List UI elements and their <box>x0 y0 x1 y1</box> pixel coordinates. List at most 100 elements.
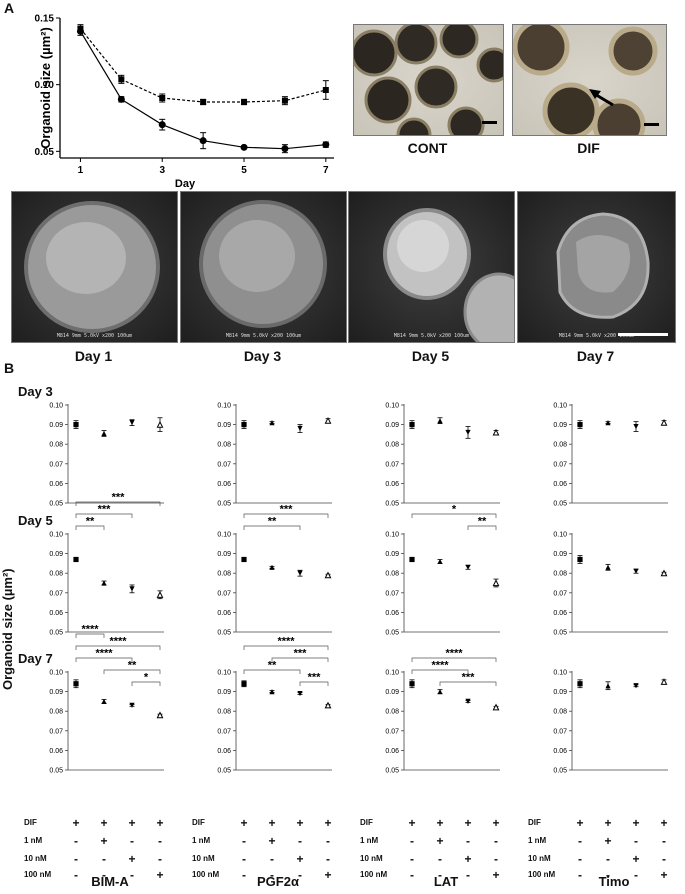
condition-sign: + <box>660 816 668 830</box>
data-point <box>409 681 415 687</box>
y-tick-label: 0.10 <box>217 532 231 539</box>
y-tick-label: 0.07 <box>49 590 63 597</box>
condition-sign: + <box>268 834 276 848</box>
data-point <box>409 422 415 428</box>
data-point <box>159 95 166 101</box>
data-point <box>76 27 84 35</box>
data-point <box>322 141 330 149</box>
significance-bracket <box>411 513 497 518</box>
condition-sign: + <box>632 852 640 866</box>
condition-sign: - <box>298 834 302 848</box>
condition-sign: - <box>662 834 666 848</box>
y-tick-label: 0.09 <box>49 422 63 429</box>
day7-title: Day 7 <box>18 651 53 666</box>
condition-sign: + <box>464 816 472 830</box>
sem-day5-photo: M814 9mm 5.0kV x200 100um <box>348 191 515 343</box>
condition-sign: - <box>438 852 442 866</box>
condition-sign: + <box>408 816 416 830</box>
series-line-1 <box>79 31 326 150</box>
condition-sign: - <box>438 868 442 882</box>
y-tick-label: 0.05 <box>49 630 63 637</box>
data-point <box>492 579 500 587</box>
condition-sign: + <box>324 868 332 882</box>
y-tick-label: 0.10 <box>553 670 567 677</box>
condition-label: 10 nM <box>192 854 215 863</box>
data-point <box>199 137 207 145</box>
significance-label: * <box>452 504 457 516</box>
sem-metadata: M814 9mm 5.0kV x200 100um <box>225 333 302 339</box>
data-point <box>129 586 135 592</box>
y-tick-label: 0.07 <box>385 461 399 468</box>
drug-dose-scatter-grid: 0.05 0.06 0.07 0.08 0.09 0.10 0.05 0.06 0.07 0.08… <box>49 403 668 775</box>
condition-sign: - <box>326 852 330 866</box>
y-tick-label: 0.06 <box>217 610 231 617</box>
condition-sign: - <box>74 834 78 848</box>
condition-sign: - <box>410 834 414 848</box>
y-tick-label: 0.10 <box>385 532 399 539</box>
sem-metadata: M814 9mm 5.0kV x200 100um <box>558 333 635 339</box>
data-point <box>465 564 471 570</box>
day3-title: Day 3 <box>18 384 53 399</box>
y-tick-label: 0.09 <box>553 422 567 429</box>
condition-label: 10 nM <box>528 854 551 863</box>
y-tick-label: 0.07 <box>553 728 567 735</box>
condition-label: 100 nM <box>192 870 220 879</box>
sem-day3-illustration <box>199 200 327 328</box>
y-tick-label: 0.09 <box>49 689 63 696</box>
condition-sign: - <box>270 852 274 866</box>
data-point <box>660 678 668 685</box>
significance-label: *** <box>280 504 294 516</box>
y-tick-label: 0.05 <box>385 501 399 508</box>
data-point <box>269 689 275 695</box>
significance-label: * <box>144 672 149 684</box>
y-tick-label: 0.08 <box>553 442 567 449</box>
condition-sign: - <box>74 868 78 882</box>
y-tick-label: 0.08 <box>553 709 567 716</box>
y-tick-label: 0.06 <box>385 748 399 755</box>
condition-sign: + <box>100 834 108 848</box>
y-tick-label: 0.08 <box>385 571 399 578</box>
condition-sign: - <box>578 852 582 866</box>
condition-sign: - <box>606 852 610 866</box>
condition-sign: - <box>634 834 638 848</box>
sem-day3-photo: M814 9mm 5.0kV x200 100um <box>180 191 347 343</box>
panel-b-ylabel: Organoid size (µm²) <box>0 568 15 690</box>
data-point <box>73 681 79 687</box>
x-tick-label: 1 <box>78 165 84 176</box>
data-point <box>241 556 247 563</box>
scale-bar <box>644 123 659 126</box>
y-tick-label: 0.09 <box>217 551 231 558</box>
condition-sign: + <box>156 816 164 830</box>
data-point <box>409 556 415 563</box>
data-point <box>492 703 500 711</box>
y-tick-label: 0.06 <box>49 481 63 488</box>
condition-label: 10 nM <box>360 854 383 863</box>
y-tick-label: 0.05 <box>49 768 63 775</box>
condition-sign: - <box>242 834 246 848</box>
y-tick-label: 0.07 <box>217 728 231 735</box>
condition-label: 100 nM <box>24 870 52 879</box>
condition-sign: - <box>494 852 498 866</box>
y-tick-label: 0.08 <box>385 709 399 716</box>
condition-sign: + <box>604 816 612 830</box>
data-point <box>129 702 135 708</box>
y-tick-label: 0.05 <box>35 147 55 158</box>
condition-sign: + <box>296 852 304 866</box>
condition-label: DIF <box>528 818 541 827</box>
significance-bracket <box>243 525 301 530</box>
condition-sign: - <box>102 868 106 882</box>
y-tick-label: 0.06 <box>49 748 63 755</box>
data-point <box>605 564 611 570</box>
condition-label: 10 nM <box>24 854 47 863</box>
sem-day1-illustration <box>24 201 160 333</box>
y-tick-label: 0.06 <box>553 610 567 617</box>
data-point <box>241 99 248 105</box>
x-tick-label: 5 <box>241 165 247 176</box>
x-tick-label: 3 <box>159 165 165 176</box>
condition-sign: + <box>156 868 164 882</box>
data-point <box>437 689 443 695</box>
sem-day5-illustration <box>383 208 514 342</box>
y-tick-label: 0.10 <box>35 80 55 91</box>
data-point <box>101 580 107 586</box>
y-tick-label: 0.07 <box>49 461 63 468</box>
